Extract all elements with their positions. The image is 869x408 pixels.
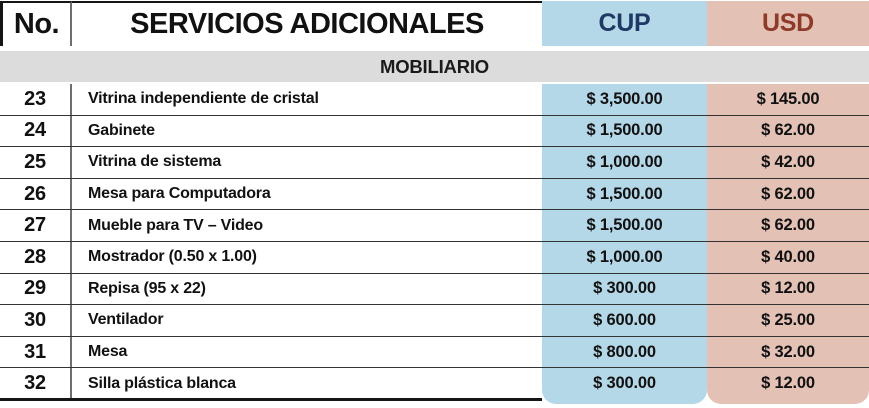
- row-service-name: Ventilador: [88, 311, 164, 329]
- row-price-usd: $ 32.00: [761, 342, 815, 361]
- header-usd: USD: [707, 1, 869, 46]
- usd-column-background: [707, 84, 869, 404]
- row-price-cup: $ 300.00: [593, 374, 656, 393]
- row-price-cup: $ 600.00: [593, 310, 656, 329]
- row-service-name: Mueble para TV – Video: [88, 216, 263, 234]
- row-price-usd: $ 42.00: [761, 152, 815, 171]
- table-row: 23 Vitrina independiente de cristal $ 3,…: [0, 84, 869, 116]
- row-price-usd: $ 40.00: [761, 247, 815, 266]
- row-price-cup: $ 1,500.00: [586, 184, 663, 203]
- header-cup: CUP: [542, 1, 707, 46]
- header-no: No.: [0, 1, 72, 46]
- table-bottom-border: [0, 398, 542, 401]
- row-price-usd: $ 145.00: [756, 89, 820, 108]
- row-price-cup: $ 800.00: [593, 342, 656, 361]
- row-price-cup: $ 1,000.00: [586, 152, 663, 171]
- row-price-usd: $ 12.00: [761, 374, 815, 393]
- row-service-name: Repisa (95 x 22): [88, 279, 206, 297]
- row-number: 24: [0, 115, 72, 147]
- row-service-name: Mesa para Computadora: [88, 185, 271, 203]
- header-services: SERVICIOS ADICIONALES: [72, 1, 542, 46]
- section-title: MOBILIARIO: [380, 55, 489, 77]
- row-price-usd: $ 25.00: [761, 310, 815, 329]
- table-row: 27 Mueble para TV – Video $ 1,500.00 $ 6…: [0, 210, 869, 242]
- table-row: 28 Mostrador (0.50 x 1.00) $ 1,000.00 $ …: [0, 241, 869, 274]
- row-number: 30: [0, 305, 72, 336]
- table-row: 26 Mesa para Computadora $ 1,500.00 $ 62…: [0, 178, 869, 211]
- row-service-name: Vitrina independiente de cristal: [88, 90, 319, 108]
- table-row: 32 Silla plástica blanca $ 300.00 $ 12.0…: [0, 368, 869, 399]
- section-band: MOBILIARIO: [0, 51, 869, 82]
- row-service-name: Mostrador (0.50 x 1.00): [88, 248, 257, 266]
- row-number: 26: [0, 178, 72, 210]
- table-row: 29 Repisa (95 x 22) $ 300.00 $ 12.00: [0, 273, 869, 306]
- table-row: 31 Mesa $ 800.00 $ 32.00: [0, 336, 869, 369]
- row-price-cup: $ 3,500.00: [586, 89, 663, 108]
- row-number: 29: [0, 273, 72, 305]
- row-service-name: Silla plástica blanca: [88, 374, 236, 392]
- row-number: 28: [0, 241, 72, 273]
- table-row: 25 Vitrina de sistema $ 1,000.00 $ 42.00: [0, 147, 869, 179]
- table-row: 24 Gabinete $ 1,500.00 $ 62.00: [0, 115, 869, 148]
- row-number: 32: [0, 368, 72, 399]
- row-number: 31: [0, 336, 72, 368]
- row-service-name: Gabinete: [88, 121, 155, 139]
- row-price-usd: $ 62.00: [761, 121, 815, 140]
- table-header: No. SERVICIOS ADICIONALES CUP USD: [0, 1, 869, 46]
- row-service-name: Mesa: [88, 343, 128, 361]
- row-number: 25: [0, 147, 72, 178]
- table-body: 23 Vitrina independiente de cristal $ 3,…: [0, 84, 869, 399]
- row-price-usd: $ 62.00: [761, 216, 815, 235]
- table-row: 30 Ventilador $ 600.00 $ 25.00: [0, 305, 869, 337]
- row-price-cup: $ 1,000.00: [586, 247, 663, 266]
- row-price-usd: $ 62.00: [761, 184, 815, 203]
- row-price-cup: $ 300.00: [593, 279, 656, 298]
- row-number: 23: [0, 84, 72, 115]
- row-number: 27: [0, 210, 72, 241]
- row-price-usd: $ 12.00: [761, 279, 815, 298]
- cup-column-background: [542, 84, 707, 404]
- row-price-cup: $ 1,500.00: [586, 216, 663, 235]
- row-price-cup: $ 1,500.00: [586, 121, 663, 140]
- row-service-name: Vitrina de sistema: [88, 153, 222, 171]
